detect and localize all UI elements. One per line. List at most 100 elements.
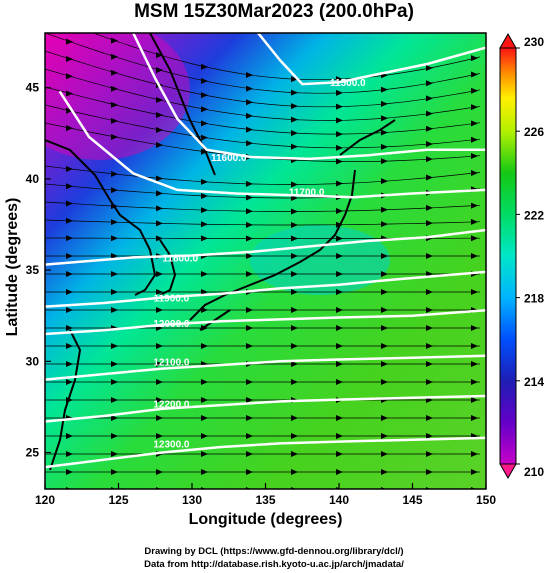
wind-arrow <box>336 433 343 439</box>
wind-arrow <box>246 208 253 215</box>
wind-arrow <box>471 71 478 78</box>
contour-label: 12100.0 <box>153 357 190 368</box>
wind-arrow <box>66 451 73 457</box>
wind-arrow <box>201 415 208 421</box>
wind-arrow <box>471 289 478 295</box>
wind-arrow <box>246 253 253 259</box>
wind-arrow <box>66 183 73 190</box>
wind-arrow <box>156 190 163 197</box>
wind-arrow <box>426 361 433 367</box>
height-contour <box>45 394 486 423</box>
wind-arrow <box>426 343 433 349</box>
colorbar-label: 218 <box>524 292 544 306</box>
wind-arrow <box>111 271 118 277</box>
wind-arrow <box>336 469 343 475</box>
coast-taiwan-china <box>49 329 82 471</box>
wind-arrow <box>426 469 433 475</box>
wind-arrow <box>201 77 208 84</box>
wind-arrow <box>426 95 433 102</box>
wind-arrow <box>381 271 388 277</box>
wind-arrow <box>426 140 433 147</box>
streamline <box>92 33 481 81</box>
wind-arrow <box>156 220 163 227</box>
colorbar-label: 210 <box>524 465 544 479</box>
x-tick-label: 120 <box>35 493 55 507</box>
x-tick-label: 140 <box>329 493 349 507</box>
x-tick-label: 135 <box>255 493 275 507</box>
wind-arrow <box>111 37 118 44</box>
wind-arrow <box>156 361 163 367</box>
wind-arrow <box>336 361 343 367</box>
wind-arrow <box>336 117 343 124</box>
wind-arrow <box>66 289 73 295</box>
colorbar-label: 214 <box>524 375 544 389</box>
wind-arrow <box>381 325 388 331</box>
height-contour <box>45 270 486 308</box>
wind-arrow <box>336 158 343 165</box>
wind-arrow <box>66 55 73 62</box>
wind-arrow <box>471 153 478 160</box>
wind-arrow <box>201 178 208 185</box>
wind-arrow <box>201 235 208 242</box>
wind-arrow <box>381 158 388 165</box>
wind-arrow <box>201 221 208 228</box>
footer-credit-data: Data from http://database.rish.kyoto-u.a… <box>144 559 404 570</box>
wind-arrow <box>291 289 298 295</box>
height-contour <box>45 308 486 336</box>
colorbar-min-arrow <box>499 463 517 480</box>
wind-arrow <box>381 433 388 439</box>
wind-arrow <box>426 325 433 331</box>
wind-arrow <box>156 289 163 295</box>
wind-arrow <box>246 112 253 119</box>
wind-arrow <box>111 101 118 108</box>
wind-arrow <box>291 208 298 215</box>
cool-region <box>250 225 390 295</box>
wind-arrow <box>426 379 433 385</box>
x-axis-label: Longitude (degrees) <box>188 511 343 528</box>
wind-arrow <box>381 115 388 122</box>
wind-arrow <box>111 203 118 210</box>
x-tick-label: 125 <box>108 493 128 507</box>
streamline <box>45 33 481 94</box>
map-plot-area: 11500.0 11600.0 11700.0 11800.0 11900.0 12000… <box>45 21 486 489</box>
wind-arrow <box>156 415 163 421</box>
wind-arrow <box>291 343 298 349</box>
wind-arrow <box>246 71 253 78</box>
wind-arrow <box>381 343 388 349</box>
wind-arrow <box>291 361 298 367</box>
wind-arrow <box>471 325 478 331</box>
wind-arrow <box>156 271 163 277</box>
wind-arrow <box>471 136 478 143</box>
wind-arrow <box>336 325 343 331</box>
wind-arrow <box>246 415 253 421</box>
wind-arrow <box>381 129 388 136</box>
y-axis-ticks: 25 30 35 40 45 <box>26 81 51 460</box>
wind-arrow <box>111 469 118 475</box>
wind-arrow <box>471 397 478 403</box>
colorbar-scale <box>499 47 517 465</box>
wind-arrow <box>336 343 343 349</box>
wind-arrow <box>156 235 163 242</box>
height-contour <box>132 33 486 161</box>
wind-arrow <box>201 148 208 155</box>
wind-arrow <box>156 67 163 74</box>
coast-russia <box>149 33 216 176</box>
wind-arrow <box>336 144 343 151</box>
coast-kyushu <box>199 309 231 331</box>
wind-arrow <box>336 76 343 83</box>
wind-arrow <box>66 397 73 403</box>
wind-arrow <box>66 235 73 242</box>
wind-arrow <box>111 415 118 421</box>
wind-arrow <box>66 21 73 27</box>
wind-arrow <box>336 103 343 110</box>
wind-arrow <box>246 379 253 385</box>
y-tick-label: 30 <box>26 354 40 368</box>
wind-arrow <box>156 379 163 385</box>
wind-arrow <box>201 207 208 214</box>
wind-arrow <box>471 120 478 127</box>
height-contour <box>45 354 486 381</box>
height-contour <box>58 90 486 199</box>
wind-arrow <box>471 415 478 421</box>
wind-streamlines <box>45 21 481 489</box>
